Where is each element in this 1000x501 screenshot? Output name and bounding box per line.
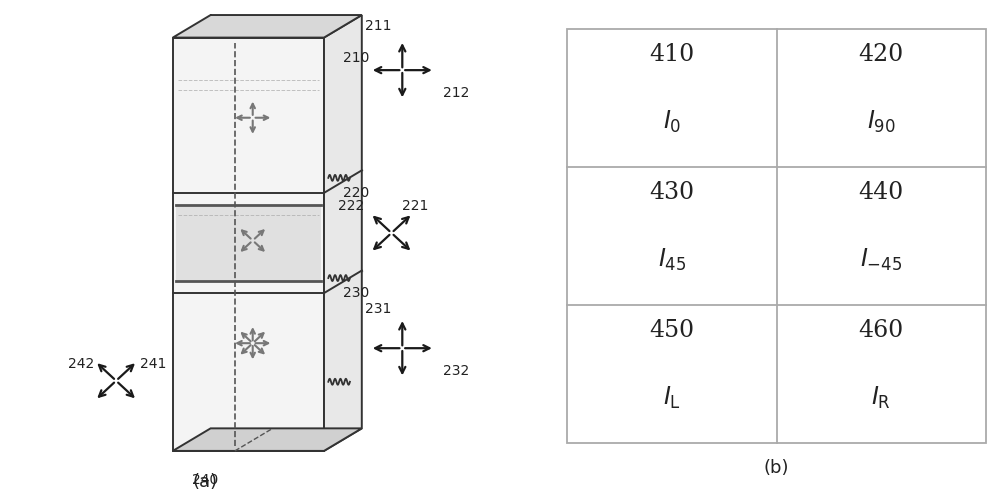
Text: $I_0$: $I_0$	[663, 109, 681, 135]
Text: 242: 242	[68, 357, 94, 371]
Text: 450: 450	[649, 319, 695, 342]
Text: $I_{45}$: $I_{45}$	[658, 247, 686, 273]
Text: 230: 230	[343, 286, 369, 300]
Text: (a): (a)	[193, 473, 218, 491]
Text: (b): (b)	[764, 458, 789, 476]
Polygon shape	[173, 428, 362, 451]
Text: 220: 220	[343, 186, 369, 200]
Polygon shape	[173, 15, 362, 38]
Text: $I_\mathrm{R}$: $I_\mathrm{R}$	[871, 385, 891, 411]
Text: 410: 410	[649, 44, 695, 67]
Text: 231: 231	[365, 302, 391, 316]
Text: 222: 222	[338, 199, 364, 213]
Text: 430: 430	[649, 181, 695, 204]
Text: 420: 420	[859, 44, 904, 67]
Bar	[567, 29, 986, 443]
Text: 212: 212	[443, 86, 469, 100]
Text: $I_\mathrm{L}$: $I_\mathrm{L}$	[663, 385, 681, 411]
Polygon shape	[173, 38, 324, 451]
Text: 210: 210	[343, 51, 369, 65]
Text: 240: 240	[192, 473, 218, 487]
Polygon shape	[176, 205, 321, 281]
Text: $I_{-45}$: $I_{-45}$	[860, 247, 902, 273]
Text: 440: 440	[859, 181, 904, 204]
Text: $I_{90}$: $I_{90}$	[867, 109, 896, 135]
Text: 211: 211	[365, 19, 391, 33]
Text: 241: 241	[140, 357, 167, 371]
Polygon shape	[324, 15, 362, 451]
Text: 460: 460	[859, 319, 904, 342]
Text: 221: 221	[402, 199, 429, 213]
Text: 232: 232	[443, 364, 469, 378]
